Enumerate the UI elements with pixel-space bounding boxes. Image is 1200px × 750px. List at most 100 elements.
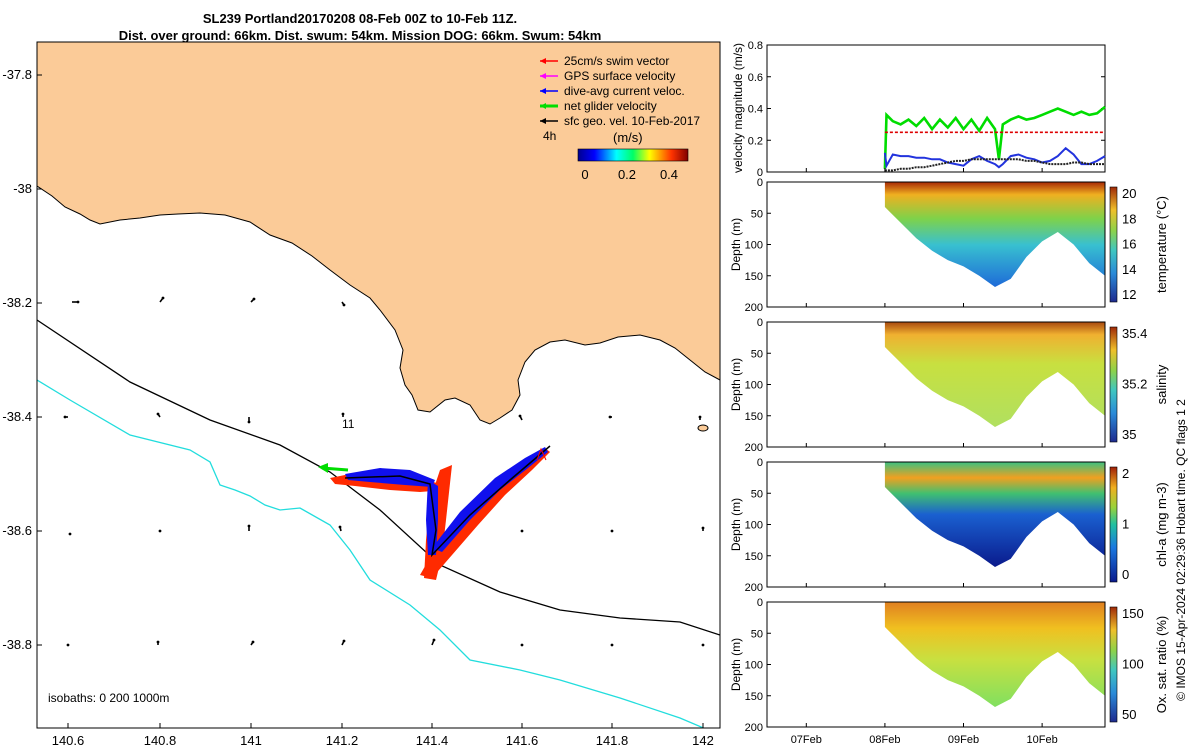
isobath-200m [37, 319, 720, 636]
velocity-axes [766, 44, 1106, 173]
geo-arrow-head [247, 420, 251, 424]
land-mass [37, 42, 720, 425]
geo-arrow-head [66, 643, 70, 647]
section-colorbar [1109, 186, 1118, 303]
velocity-ytick-label: 0.2 [748, 135, 763, 147]
depth-tick-label: 100 [745, 520, 763, 532]
geo-arrow-head [161, 296, 165, 300]
velocity-ytick-label: 0 [757, 167, 763, 179]
lon-tick-label: 141.4 [416, 733, 449, 748]
legend-label: dive-avg current veloc. [564, 84, 685, 98]
colorbar-tick-label: 12 [1122, 287, 1136, 302]
time-tick-label: 08Feb [869, 734, 900, 746]
isobaths-label: isobaths: 0 200 1000m [48, 691, 169, 705]
geo-arrow-head [432, 638, 436, 642]
depth-tick-label: 50 [751, 628, 763, 640]
geo-arrow-head [341, 412, 345, 416]
geo-arrow-head [701, 643, 705, 647]
colorbar-tick-label: 100 [1122, 657, 1144, 672]
depth-tick-label: 0 [757, 177, 763, 189]
lon-tick-label: 142 [692, 733, 714, 748]
depth-tick-label: 0 [757, 457, 763, 469]
stamp-svg: © IMOS 15-Apr-2024 02:29:36 Hobart time.… [1174, 399, 1188, 701]
legend-swatch-head [540, 118, 546, 124]
section-panel: 0 50 100 150 200 Depth (m) 12 14 16 18 20 temperatu… [729, 177, 1169, 314]
lon-tick-label: 141 [240, 733, 262, 748]
depth-tick-label: 200 [745, 302, 763, 314]
glider-path [344, 445, 551, 558]
title-line-2: Dist. over ground: 66km. Dist. swum: 54k… [118, 28, 602, 43]
geo-arrow-head [342, 303, 346, 307]
lon-tick-label: 141.8 [596, 733, 629, 748]
geo-arrow-head [63, 415, 67, 419]
colorbar-tick-label: 20 [1122, 186, 1136, 201]
section-colorbar [1109, 466, 1118, 583]
depth-tick-label: 150 [745, 551, 763, 563]
depth-tick-label: 100 [745, 660, 763, 672]
legend-label: sfc geo. vel. 10-Feb-2017 [564, 114, 700, 128]
geo-arrow-head [338, 525, 342, 529]
lon-tick-label: 141.2 [326, 733, 359, 748]
velocity-ytick-label: 0.6 [748, 72, 763, 84]
depth-ylabel: Depth (m) [729, 498, 743, 551]
lon-tick-label: 141.6 [506, 733, 539, 748]
colorbar-label: temperature (°C) [1154, 196, 1169, 293]
geo-arrow-head [247, 524, 251, 528]
geo-arrow-head [342, 639, 346, 643]
colorbar-tick-label: 14 [1122, 262, 1136, 277]
colorbar-tick-label: 18 [1122, 211, 1136, 226]
current-vector-band-west [345, 468, 435, 487]
depth-ylabel: Depth (m) [729, 218, 743, 271]
depth-tick-label: 50 [751, 488, 763, 500]
colorbar-tick-label: 35.4 [1122, 326, 1147, 341]
section-colorbar [1109, 326, 1118, 443]
time-step-label: 4h [543, 129, 556, 143]
depth-tick-label: 200 [745, 442, 763, 454]
legend-swatch-head [540, 103, 546, 109]
depth-tick-label: 150 [745, 691, 763, 703]
section-data-fill [884, 602, 1105, 707]
depth-tick-label: 50 [751, 208, 763, 220]
time-tick-label: 09Feb [948, 734, 979, 746]
geo-arrow-head [608, 415, 612, 419]
map-ticks: 140.6 140.8 141 141.2 141.4 141.6 141.8 142 -37.… [2, 67, 713, 748]
colorbar-unit-label: (m/s) [613, 130, 643, 145]
colorbar-tick-label: 16 [1122, 237, 1136, 252]
geo-arrow-head [701, 526, 705, 530]
geo-arrow-head [698, 415, 702, 419]
geo-arrow-head [156, 640, 160, 644]
geo-arrow-head [251, 640, 255, 644]
velocity-ytick-label: 0.4 [748, 104, 763, 116]
geo-arrow-head [156, 412, 160, 416]
isobath-1000m [37, 379, 706, 728]
velocity-series-line [883, 105, 1106, 169]
colorbar-tick-label: 0 [581, 167, 588, 182]
time-tick-label: 10Feb [1027, 734, 1058, 746]
map-panel: 11 isobaths: 0 200 1000m 140.6 140.8 141 14… [2, 41, 721, 748]
lat-tick-label: -37.8 [2, 67, 32, 82]
geo-arrow-head [610, 529, 614, 533]
legend-swatch-head [540, 88, 546, 94]
lat-tick-label: -38.4 [2, 409, 32, 424]
colorbar-tick-label: 35 [1122, 427, 1136, 442]
lat-tick-label: -38.6 [2, 523, 32, 538]
depth-ylabel: Depth (m) [729, 638, 743, 691]
legend-swatch-head [540, 58, 546, 64]
time-axis-ticks: 07Feb 08Feb 09Feb 10Feb [791, 168, 1058, 746]
title-line-1: SL239 Portland20170208 08-Feb 00Z to 10-… [202, 11, 518, 26]
lon-tick-label: 140.8 [144, 733, 177, 748]
geo-velocity-arrows [63, 296, 705, 647]
geo-arrow-head [520, 529, 524, 533]
colorbar-label: chl-a (mg m-3) [1154, 482, 1169, 567]
velocity-series-line [884, 158, 1105, 172]
colorbar-tick-label: 1 [1122, 517, 1129, 532]
lat-tick-label: -38.8 [2, 637, 32, 652]
section-data-fill [884, 462, 1105, 567]
colorbar-tick-label: 0.2 [618, 167, 636, 182]
colorbar-tick-label: 0 [1122, 567, 1129, 582]
depth-ylabel: Depth (m) [729, 358, 743, 411]
section-data-fill [884, 182, 1105, 287]
depth-tick-label: 150 [745, 411, 763, 423]
section-colorbar [1109, 606, 1118, 723]
